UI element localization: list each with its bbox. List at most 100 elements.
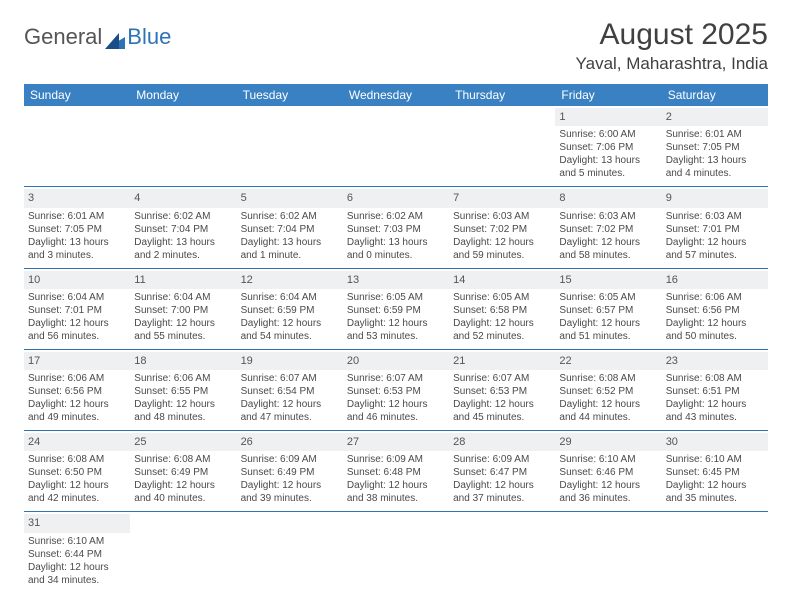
calendar-cell: 12Sunrise: 6:04 AMSunset: 6:59 PMDayligh… <box>237 268 343 349</box>
sunset-text: Sunset: 6:48 PM <box>347 466 445 479</box>
daylight-text: and 54 minutes. <box>241 330 339 343</box>
day-number: 13 <box>343 271 449 289</box>
sunrise-text: Sunrise: 6:06 AM <box>134 372 232 385</box>
day-number: 26 <box>237 433 343 451</box>
day-number: 2 <box>662 108 768 126</box>
calendar-cell: 3Sunrise: 6:01 AMSunset: 7:05 PMDaylight… <box>24 187 130 268</box>
calendar-cell: 17Sunrise: 6:06 AMSunset: 6:56 PMDayligh… <box>24 349 130 430</box>
daylight-text: Daylight: 12 hours <box>559 236 657 249</box>
weekday-header: Sunday <box>24 84 130 106</box>
daylight-text: and 53 minutes. <box>347 330 445 343</box>
daylight-text: Daylight: 13 hours <box>28 236 126 249</box>
daylight-text: Daylight: 12 hours <box>28 317 126 330</box>
sunrise-text: Sunrise: 6:10 AM <box>28 535 126 548</box>
sunrise-text: Sunrise: 6:08 AM <box>666 372 764 385</box>
sunrise-text: Sunrise: 6:10 AM <box>666 453 764 466</box>
sunset-text: Sunset: 6:56 PM <box>666 304 764 317</box>
sunrise-text: Sunrise: 6:10 AM <box>559 453 657 466</box>
day-number: 27 <box>343 433 449 451</box>
sunset-text: Sunset: 7:00 PM <box>134 304 232 317</box>
daylight-text: and 34 minutes. <box>28 574 126 587</box>
daylight-text: Daylight: 13 hours <box>666 154 764 167</box>
sunrise-text: Sunrise: 6:07 AM <box>453 372 551 385</box>
daylight-text: Daylight: 13 hours <box>559 154 657 167</box>
sunset-text: Sunset: 6:59 PM <box>347 304 445 317</box>
day-number: 10 <box>24 271 130 289</box>
day-number: 8 <box>555 189 661 207</box>
day-number: 29 <box>555 433 661 451</box>
calendar-cell: 23Sunrise: 6:08 AMSunset: 6:51 PMDayligh… <box>662 349 768 430</box>
daylight-text: Daylight: 12 hours <box>453 236 551 249</box>
sunset-text: Sunset: 6:49 PM <box>241 466 339 479</box>
daylight-text: Daylight: 12 hours <box>666 479 764 492</box>
day-number: 14 <box>449 271 555 289</box>
sunrise-text: Sunrise: 6:09 AM <box>347 453 445 466</box>
sunrise-text: Sunrise: 6:04 AM <box>28 291 126 304</box>
calendar-body: 1Sunrise: 6:00 AMSunset: 7:06 PMDaylight… <box>24 106 768 593</box>
day-number: 30 <box>662 433 768 451</box>
daylight-text: and 0 minutes. <box>347 249 445 262</box>
calendar-cell <box>237 512 343 593</box>
daylight-text: Daylight: 13 hours <box>134 236 232 249</box>
daylight-text: Daylight: 12 hours <box>28 479 126 492</box>
sunrise-text: Sunrise: 6:00 AM <box>559 128 657 141</box>
daylight-text: and 38 minutes. <box>347 492 445 505</box>
sunrise-text: Sunrise: 6:02 AM <box>241 210 339 223</box>
daylight-text: and 46 minutes. <box>347 411 445 424</box>
calendar-cell: 8Sunrise: 6:03 AMSunset: 7:02 PMDaylight… <box>555 187 661 268</box>
sunrise-text: Sunrise: 6:09 AM <box>241 453 339 466</box>
calendar-cell: 30 Sunrise: 6:10 AMSunset: 6:45 PMDayligh… <box>662 431 768 512</box>
daylight-text: Daylight: 12 hours <box>666 236 764 249</box>
calendar-row: 31Sunrise: 6:10 AMSunset: 6:44 PMDayligh… <box>24 512 768 593</box>
calendar-cell <box>555 512 661 593</box>
day-number: 18 <box>130 352 236 370</box>
sunset-text: Sunset: 6:55 PM <box>134 385 232 398</box>
calendar-row: 10 Sunrise: 6:04 AMSunset: 7:01 PMDayligh… <box>24 268 768 349</box>
calendar-cell: 25Sunrise: 6:08 AMSunset: 6:49 PMDayligh… <box>130 431 236 512</box>
calendar-cell <box>24 106 130 187</box>
day-number: 22 <box>555 352 661 370</box>
sunset-text: Sunset: 6:50 PM <box>28 466 126 479</box>
sunset-text: Sunset: 7:01 PM <box>28 304 126 317</box>
daylight-text: Daylight: 13 hours <box>241 236 339 249</box>
daylight-text: and 44 minutes. <box>559 411 657 424</box>
daylight-text: and 2 minutes. <box>134 249 232 262</box>
calendar-cell: 19Sunrise: 6:07 AMSunset: 6:54 PMDayligh… <box>237 349 343 430</box>
calendar-cell: 15Sunrise: 6:05 AMSunset: 6:57 PMDayligh… <box>555 268 661 349</box>
calendar-cell <box>237 106 343 187</box>
sunset-text: Sunset: 7:01 PM <box>666 223 764 236</box>
daylight-text: and 4 minutes. <box>666 167 764 180</box>
daylight-text: and 1 minute. <box>241 249 339 262</box>
sunrise-text: Sunrise: 6:07 AM <box>241 372 339 385</box>
header: General Blue August 2025 Yaval, Maharash… <box>24 18 768 74</box>
weekday-header: Friday <box>555 84 661 106</box>
sunrise-text: Sunrise: 6:03 AM <box>666 210 764 223</box>
calendar-cell: 5Sunrise: 6:02 AMSunset: 7:04 PMDaylight… <box>237 187 343 268</box>
sunrise-text: Sunrise: 6:03 AM <box>453 210 551 223</box>
sunset-text: Sunset: 6:54 PM <box>241 385 339 398</box>
calendar-table: SundayMondayTuesdayWednesdayThursdayFrid… <box>24 84 768 593</box>
weekday-header: Wednesday <box>343 84 449 106</box>
day-number: 9 <box>662 189 768 207</box>
daylight-text: Daylight: 12 hours <box>28 561 126 574</box>
sunrise-text: Sunrise: 6:08 AM <box>134 453 232 466</box>
day-number: 1 <box>555 108 661 126</box>
sunset-text: Sunset: 6:45 PM <box>666 466 764 479</box>
calendar-row: 3Sunrise: 6:01 AMSunset: 7:05 PMDaylight… <box>24 187 768 268</box>
calendar-cell: 29Sunrise: 6:10 AMSunset: 6:46 PMDayligh… <box>555 431 661 512</box>
sunset-text: Sunset: 6:47 PM <box>453 466 551 479</box>
daylight-text: and 47 minutes. <box>241 411 339 424</box>
day-number: 23 <box>662 352 768 370</box>
sunrise-text: Sunrise: 6:01 AM <box>666 128 764 141</box>
daylight-text: Daylight: 12 hours <box>559 398 657 411</box>
sunset-text: Sunset: 7:02 PM <box>559 223 657 236</box>
weekday-header: Thursday <box>449 84 555 106</box>
daylight-text: Daylight: 12 hours <box>347 479 445 492</box>
daylight-text: and 55 minutes. <box>134 330 232 343</box>
day-number: 24 <box>24 433 130 451</box>
calendar-cell: 16Sunrise: 6:06 AMSunset: 6:56 PMDayligh… <box>662 268 768 349</box>
calendar-cell: 27 Sunrise: 6:09 AMSunset: 6:48 PMDayligh… <box>343 431 449 512</box>
daylight-text: Daylight: 12 hours <box>453 398 551 411</box>
sunset-text: Sunset: 6:58 PM <box>453 304 551 317</box>
day-number: 6 <box>343 189 449 207</box>
